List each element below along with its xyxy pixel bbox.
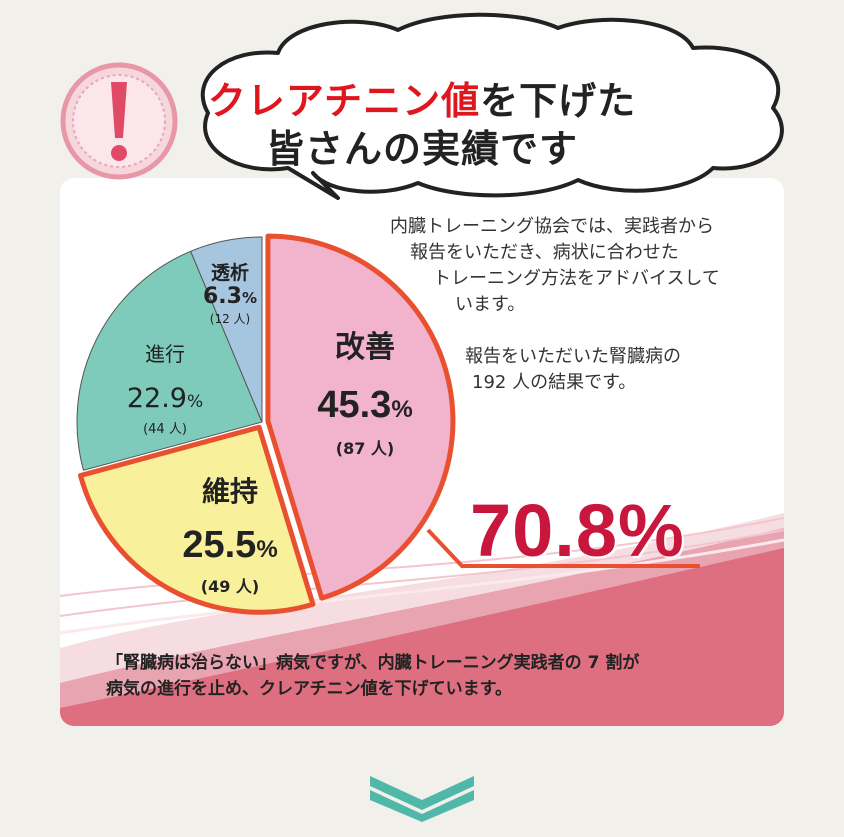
- slice-name: 進行: [145, 342, 185, 366]
- description-p2-line1: 報告をいただいた腎臓病の: [465, 346, 681, 367]
- headline-line-2: 皆さんの実績です: [265, 127, 578, 171]
- slice-label-progress: 進行 22.9% (44 人): [110, 338, 220, 437]
- wave-decoration: [60, 513, 784, 726]
- pie-slice-improved: [265, 233, 456, 601]
- description-p1-line3: トレーニング方法をアドバイスして: [433, 268, 720, 289]
- highlight-total: 70.8%: [470, 489, 685, 572]
- description-p2-line2: 192 人の結果です。: [472, 372, 637, 393]
- summary-line-2: 病気の進行を止め、クレアチニン値を下げています。: [106, 679, 512, 699]
- pct-unit: %: [241, 289, 257, 307]
- slice-percent: 6.3: [202, 284, 242, 309]
- summary-text: 「腎臓病は治らない」病気ですが、内臓トレーニング実践者の 7 割が 病気の進行を…: [106, 650, 639, 702]
- headline-line-1: クレアチニン値を下げた: [0, 70, 844, 125]
- connector-line: [426, 528, 700, 568]
- content-card: [60, 178, 784, 726]
- slice-name: 透析: [210, 262, 249, 284]
- slice-name: 維持: [201, 475, 258, 508]
- description-p1-line2: 報告をいただき、病状に合わせた: [410, 242, 679, 263]
- pie-slice-maintained: [77, 424, 316, 615]
- summary-line-1: 「腎臓病は治らない」病気ですが、内臓トレーニング実践者の 7 割が: [106, 653, 640, 673]
- description-p1-line4: います。: [455, 294, 526, 315]
- exclamation-icon: [60, 62, 178, 180]
- slice-percent: 22.9: [126, 383, 187, 414]
- speech-bubble: [200, 12, 784, 200]
- slice-count: (12 人): [209, 312, 251, 326]
- description-p1-line1: 内臓トレーニング協会では、実践者から: [390, 216, 714, 237]
- slice-count: (49 人): [200, 577, 260, 596]
- slice-name: 改善: [335, 330, 395, 365]
- slice-label-maintained: 維持 25.5% (49 人): [160, 470, 300, 597]
- slice-label-improved: 改善 45.3% (87 人): [290, 322, 440, 459]
- slice-percent: 45.3: [317, 384, 392, 426]
- pct-unit: %: [256, 536, 278, 563]
- pie-slice-dialysis: [190, 236, 263, 423]
- pct-unit: %: [391, 396, 413, 423]
- slice-count: (44 人): [143, 422, 187, 437]
- pct-unit: %: [186, 392, 204, 412]
- double-chevron-down-icon[interactable]: [362, 772, 482, 822]
- headline-rest: を下げた: [480, 79, 637, 123]
- slice-label-dialysis: 透析 6.3% (12 人): [190, 258, 270, 327]
- headline-highlight: クレアチニン値: [207, 79, 481, 123]
- slice-percent: 25.5: [182, 524, 257, 566]
- slice-count: (87 人): [335, 439, 395, 458]
- pie-slice-progress: [76, 250, 263, 471]
